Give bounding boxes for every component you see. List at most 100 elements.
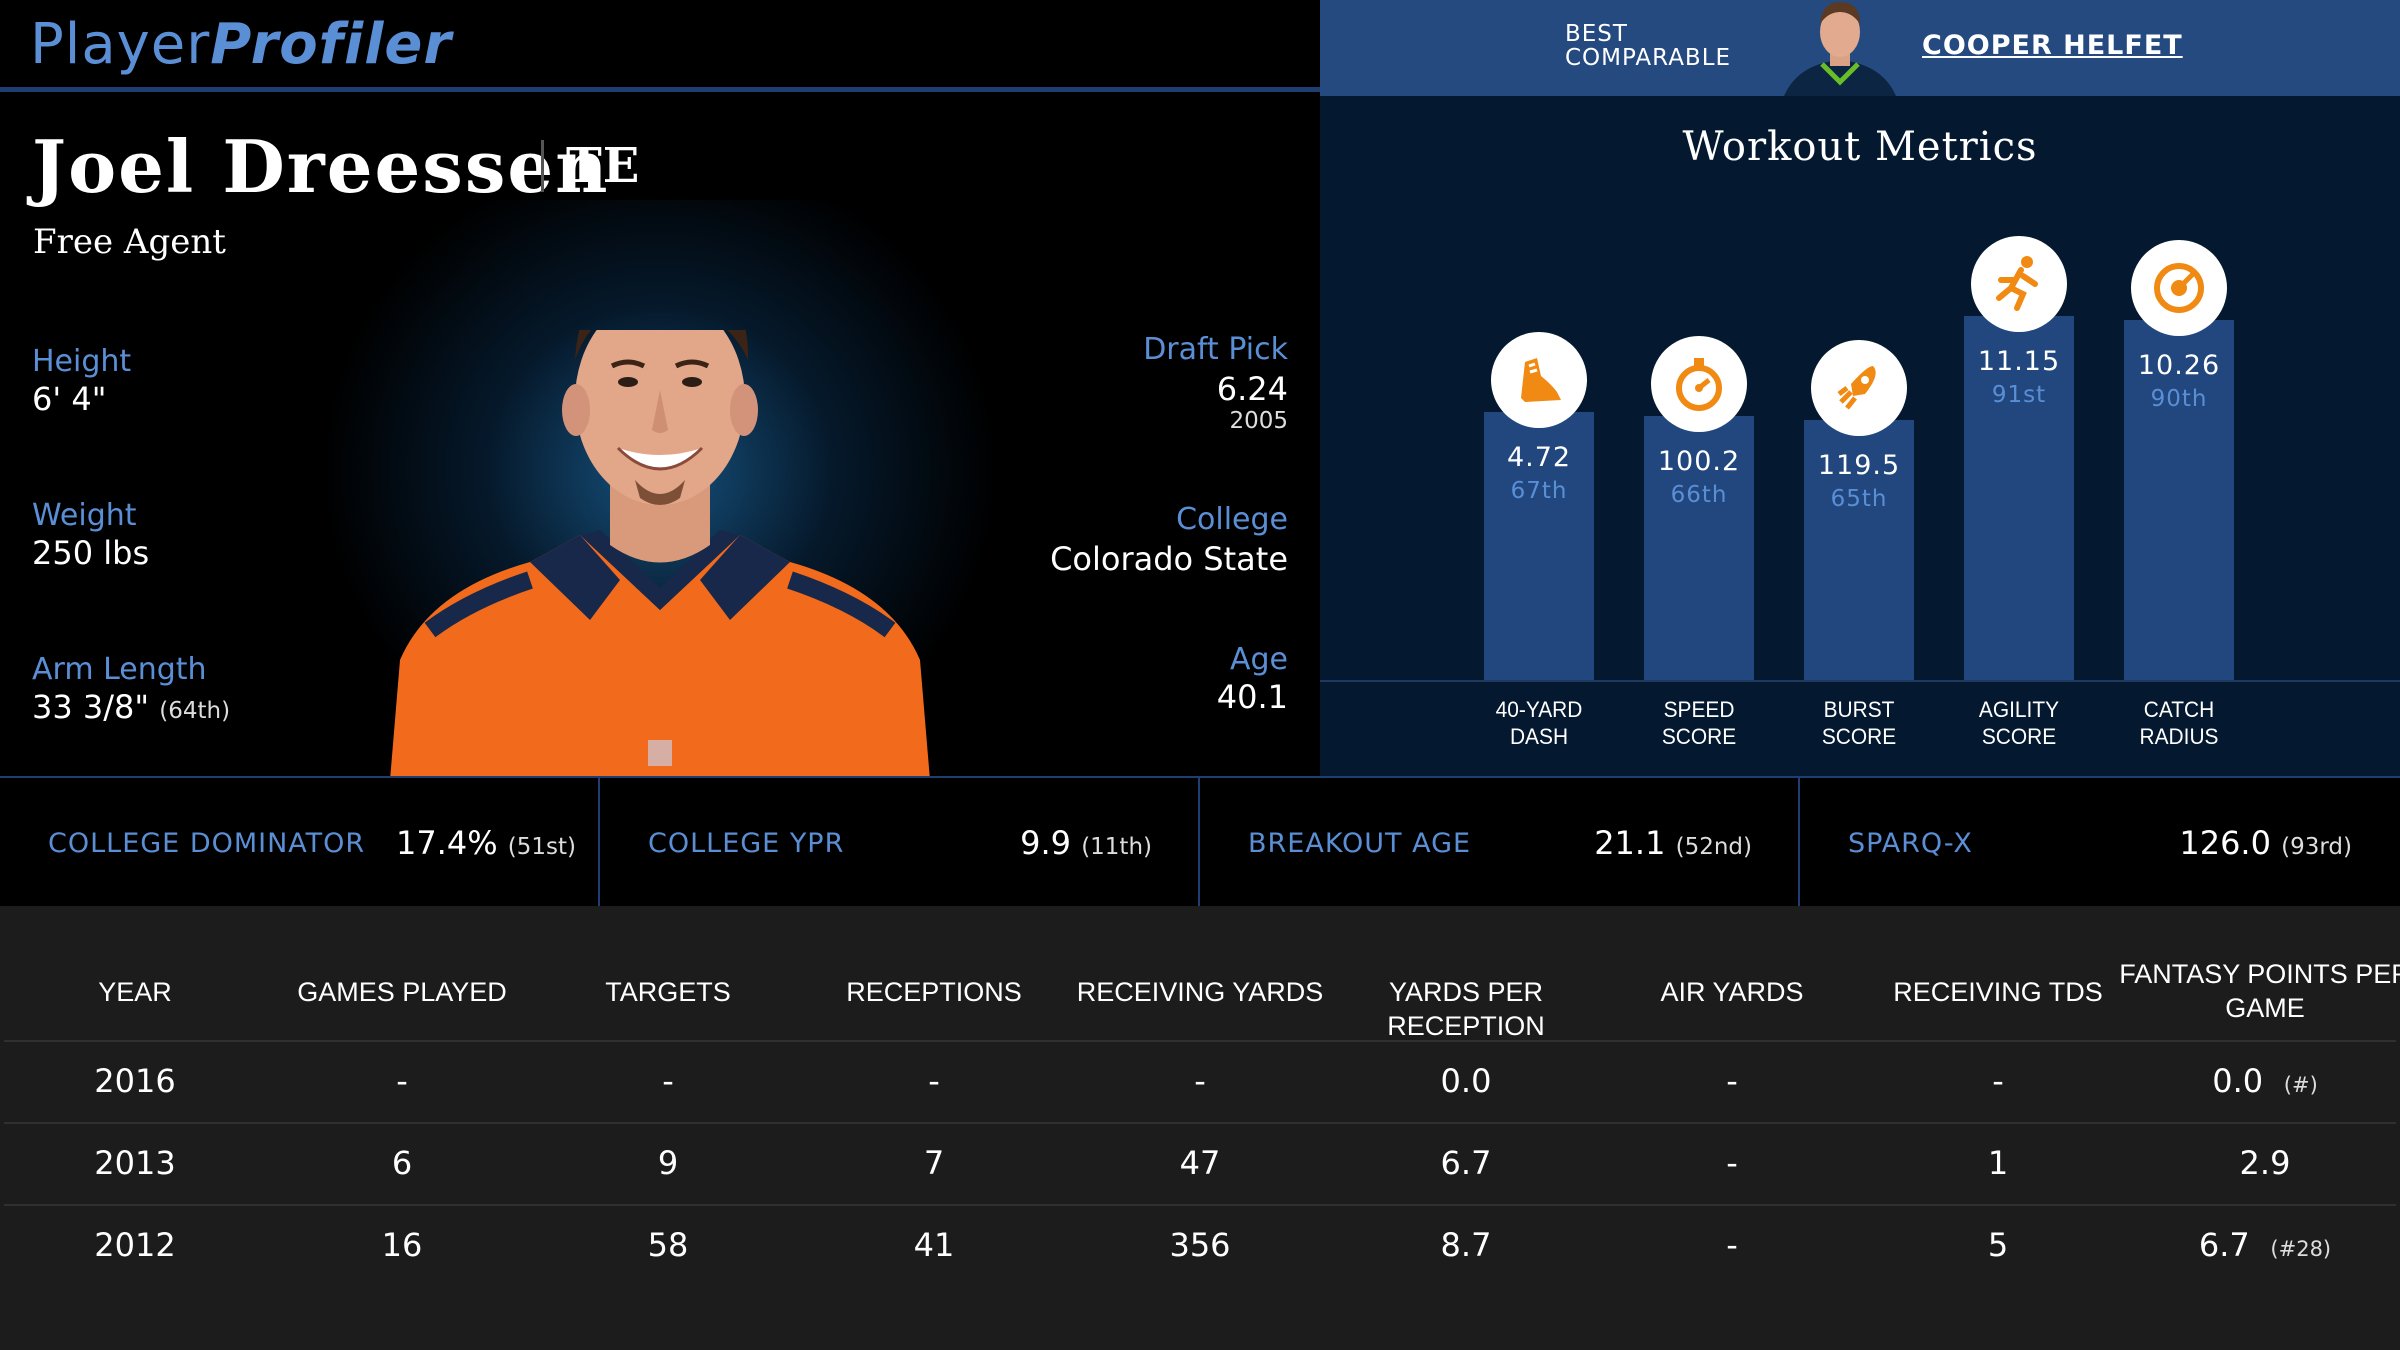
college-dominator-label: COLLEGE DOMINATOR: [48, 828, 366, 859]
table-cell: 2.9: [2239, 1144, 2291, 1182]
table-cell: 41: [913, 1226, 955, 1264]
summary-strip: COLLEGE DOMINATOR 17.4% (51st) COLLEGE Y…: [0, 776, 2400, 908]
column-header-games-played: GAMES PLAYED: [297, 977, 507, 1007]
table-cell: 1: [1987, 1144, 2009, 1182]
draft-pick-label: Draft Pick: [1143, 332, 1288, 367]
workout-metric-value: 4.72: [1506, 442, 1572, 473]
age-label: Age: [1229, 642, 1288, 677]
workout-bar[interactable]: [1964, 316, 2074, 680]
column-header-year: YEAR: [98, 977, 172, 1007]
arm-length-label: Arm Length: [32, 652, 207, 687]
table-cell: 0.0: [1440, 1062, 1492, 1100]
player-team: Free Agent: [33, 222, 226, 262]
target-icon: [2131, 240, 2227, 336]
row-divider: [4, 1204, 2396, 1206]
height-value: 6' 4": [32, 380, 107, 418]
table-cell: 2012: [94, 1226, 176, 1264]
workout-bar[interactable]: [1804, 420, 1914, 680]
college-dominator-value: 17.4% (51st): [395, 824, 576, 862]
table-cell: 356: [1169, 1226, 1231, 1264]
workout-metric-label: AGILITY SCORE: [1978, 697, 2060, 749]
sparq-x-value: 126.0 (93rd): [2179, 824, 2352, 862]
summary-divider: [1798, 778, 1800, 908]
college-value: Colorado State: [1050, 540, 1288, 578]
workout-bar[interactable]: [2124, 320, 2234, 680]
column-header-targets: TARGETS: [605, 977, 731, 1007]
row-divider: [4, 1122, 2396, 1124]
table-cell: -: [662, 1062, 674, 1100]
workout-metric-value: 119.5: [1817, 450, 1901, 481]
college-ypr-value: 9.9 (11th): [1020, 824, 1152, 862]
best-comparable-label: BEST COMPARABLE: [1565, 21, 1732, 71]
player-name: Joel Dreessen: [32, 124, 610, 209]
workout-metric-value: 100.2: [1657, 446, 1741, 477]
rocket-icon: [1811, 340, 1907, 436]
table-cell: 2016: [94, 1062, 176, 1100]
column-header-fantasy-points: FANTASY POINTS PER GAME: [2119, 959, 2400, 1023]
workout-metric-label: 40-YARD DASH: [1495, 697, 1583, 749]
fantasy-rank: (#28): [2263, 1237, 2332, 1261]
table-cell: -: [1726, 1062, 1738, 1100]
table-cell: 6.7: [1440, 1144, 1492, 1182]
runner-icon: [1971, 236, 2067, 332]
workout-metrics-title: Workout Metrics: [1682, 124, 2038, 170]
table-cell: 0.0 (#): [2212, 1062, 2318, 1100]
workout-metric-percentile: 67th: [1510, 478, 1568, 504]
comparable-player-link[interactable]: COOPER HELFET: [1922, 30, 2183, 61]
workout-metric-label: BURST SCORE: [1821, 697, 1897, 749]
table-cell: -: [928, 1062, 940, 1100]
age-value: 40.1: [1216, 678, 1288, 716]
height-label: Height: [32, 344, 132, 379]
workout-metric-label: SPEED SCORE: [1661, 697, 1737, 749]
weight-label: Weight: [32, 498, 137, 533]
breakout-age-label: BREAKOUT AGE: [1248, 828, 1472, 859]
fantasy-rank: (#): [2277, 1073, 2318, 1097]
workout-metric-value: 11.15: [1977, 346, 2061, 377]
workout-metric-percentile: 66th: [1670, 482, 1728, 508]
sparq-x-label: SPARQ-X: [1848, 828, 1973, 859]
workout-metric-label: CATCH RADIUS: [2139, 697, 2219, 749]
column-header-receiving-tds: RECEIVING TDS: [1893, 977, 2103, 1007]
table-cell: 16: [381, 1226, 423, 1264]
name-divider: [541, 140, 544, 192]
workout-metric-percentile: 91st: [1991, 382, 2047, 408]
workout-metric-value: 10.26: [2137, 350, 2221, 381]
workout-metric-percentile: 65th: [1830, 486, 1888, 512]
table-cell: -: [1992, 1062, 2004, 1100]
arm-length-value: 33 3/8" (64th): [32, 688, 231, 726]
row-divider: [4, 1040, 2396, 1042]
table-cell: 58: [647, 1226, 689, 1264]
weight-value: 250 lbs: [32, 534, 150, 572]
table-cell: 8.7: [1440, 1226, 1492, 1264]
workout-bar[interactable]: [1484, 412, 1594, 680]
stopwatch-icon: [1651, 336, 1747, 432]
column-header-receiving-yards: RECEIVING YARDS: [1076, 977, 1324, 1007]
workout-baseline: [1320, 680, 2400, 682]
comparable-player-avatar[interactable]: [1778, 2, 1902, 96]
playerprofiler-logo[interactable]: PlayerProfiler: [30, 12, 453, 77]
draft-pick-value: 6.24: [1216, 370, 1288, 408]
college-label: College: [1176, 502, 1288, 537]
table-cell: 47: [1179, 1144, 1221, 1182]
table-cell: 9: [657, 1144, 679, 1182]
table-cell: -: [396, 1062, 408, 1100]
workout-metric-percentile: 90th: [2150, 386, 2208, 412]
breakout-age-value: 21.1 (52nd): [1594, 824, 1752, 862]
column-header-receptions: RECEPTIONS: [846, 977, 1022, 1007]
logo-bar: PlayerProfiler: [0, 0, 1320, 92]
table-cell: 5: [1987, 1226, 2009, 1264]
table-cell: 6.7 (#28): [2198, 1226, 2332, 1264]
table-cell: 6: [391, 1144, 413, 1182]
draft-year: 2005: [1229, 408, 1288, 434]
column-header-air-yards: AIR YARDS: [1660, 977, 1804, 1007]
table-cell: -: [1194, 1062, 1206, 1100]
table-cell: -: [1726, 1144, 1738, 1182]
college-ypr-label: COLLEGE YPR: [648, 828, 845, 859]
player-position: TE: [566, 138, 641, 194]
table-cell: 2013: [94, 1144, 176, 1182]
table-cell: -: [1726, 1226, 1738, 1264]
stats-table: [0, 906, 2400, 1350]
summary-divider: [1198, 778, 1200, 908]
workout-bar[interactable]: [1644, 416, 1754, 680]
arm-length-rank: (64th): [159, 698, 231, 724]
